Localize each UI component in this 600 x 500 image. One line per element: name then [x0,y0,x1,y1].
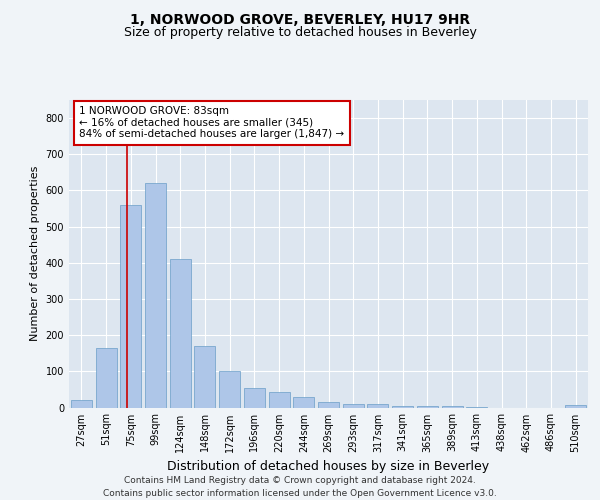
Bar [170,259,191,408]
Bar [466,407,487,408]
Bar [244,388,265,407]
Bar [269,392,290,407]
Bar [120,205,141,408]
Text: Contains HM Land Registry data © Crown copyright and database right 2024.: Contains HM Land Registry data © Crown c… [124,476,476,485]
Bar [392,406,413,407]
Bar [442,406,463,407]
Text: 1, NORWOOD GROVE, BEVERLEY, HU17 9HR: 1, NORWOOD GROVE, BEVERLEY, HU17 9HR [130,12,470,26]
Bar [293,396,314,407]
Text: 1 NORWOOD GROVE: 83sqm
← 16% of detached houses are smaller (345)
84% of semi-de: 1 NORWOOD GROVE: 83sqm ← 16% of detached… [79,106,344,140]
Bar [367,404,388,407]
Bar [219,372,240,408]
Text: Size of property relative to detached houses in Beverley: Size of property relative to detached ho… [124,26,476,39]
Bar [71,400,92,407]
Bar [145,183,166,408]
Bar [318,402,339,407]
Bar [95,348,116,408]
Y-axis label: Number of detached properties: Number of detached properties [30,166,40,342]
Bar [194,346,215,408]
Bar [417,406,438,408]
X-axis label: Distribution of detached houses by size in Beverley: Distribution of detached houses by size … [167,460,490,473]
Bar [343,404,364,407]
Bar [565,405,586,407]
Text: Contains public sector information licensed under the Open Government Licence v3: Contains public sector information licen… [103,489,497,498]
